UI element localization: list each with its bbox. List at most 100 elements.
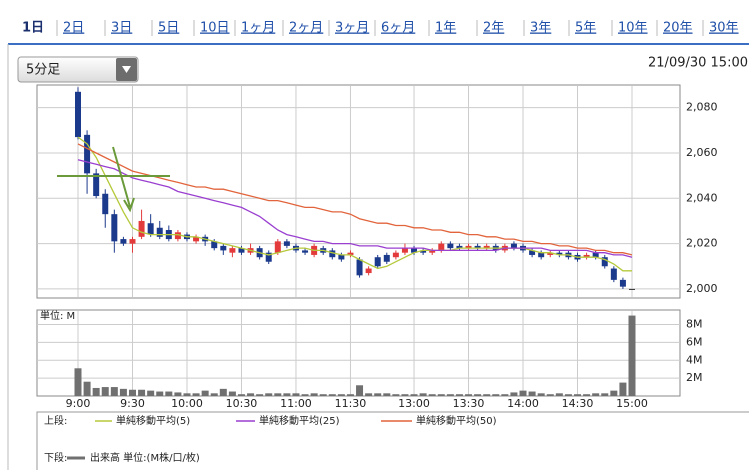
candle-body bbox=[383, 254, 390, 262]
candle-body bbox=[84, 134, 91, 174]
y-tick-label: 2,020 bbox=[686, 237, 718, 250]
interval-select[interactable]: 5分足 bbox=[17, 56, 139, 83]
candle-body bbox=[583, 254, 590, 258]
volume-bar bbox=[428, 394, 436, 396]
tab[interactable]: 2ヶ月 bbox=[289, 21, 323, 36]
legend-upper: 上段: bbox=[44, 414, 67, 427]
y-tick-label: 2M bbox=[686, 371, 703, 384]
volume-bar bbox=[546, 394, 554, 396]
volume-bar bbox=[192, 393, 200, 396]
tab[interactable]: 3年 bbox=[530, 21, 551, 36]
tab[interactable]: 1ヶ月 bbox=[241, 21, 275, 36]
y-tick-label: 2,040 bbox=[686, 191, 718, 204]
x-tick-label: 14:30 bbox=[562, 397, 594, 410]
volume-bar bbox=[356, 385, 364, 396]
tab[interactable]: 2年 bbox=[483, 21, 504, 36]
candle-body bbox=[529, 250, 536, 255]
select-arrow bbox=[122, 66, 131, 73]
candle-body bbox=[538, 252, 545, 258]
x-tick-label: 9:00 bbox=[66, 397, 91, 410]
candle-body bbox=[447, 243, 454, 249]
x-tick-label: 13:00 bbox=[398, 397, 430, 410]
volume-bar bbox=[419, 393, 427, 396]
candle-body bbox=[601, 257, 608, 267]
volume-bar bbox=[210, 393, 218, 396]
candle-body bbox=[629, 288, 635, 290]
candle-body bbox=[147, 223, 154, 235]
select-box[interactable] bbox=[17, 56, 139, 83]
volume-bar bbox=[319, 394, 327, 396]
tab[interactable]: 2日 bbox=[63, 21, 84, 36]
tab[interactable]: 1日 bbox=[22, 21, 44, 36]
candle-body bbox=[111, 214, 118, 242]
volume-bar bbox=[537, 393, 545, 396]
select-label[interactable]: 5分足 bbox=[26, 63, 60, 78]
candle-body bbox=[619, 279, 626, 287]
volume-bar bbox=[283, 393, 291, 396]
volume-bar bbox=[265, 393, 273, 396]
candle-body bbox=[193, 236, 200, 242]
candle-body bbox=[220, 245, 227, 251]
volume-bar bbox=[110, 387, 118, 396]
tab[interactable]: 20年 bbox=[663, 21, 693, 36]
tab[interactable]: 10年 bbox=[618, 21, 648, 36]
candle-body bbox=[347, 252, 354, 255]
ma-line bbox=[77, 159, 633, 258]
volume-bar bbox=[446, 394, 454, 396]
y-tick-label: 2,000 bbox=[686, 282, 718, 295]
volume-bar bbox=[410, 394, 418, 396]
legend-label: 単純移動平均(25) bbox=[259, 414, 340, 427]
candle-body bbox=[392, 252, 399, 258]
candle-body bbox=[338, 254, 345, 260]
volume-bar bbox=[392, 394, 400, 396]
candle-body bbox=[365, 268, 372, 274]
x-tick-label: 14:00 bbox=[507, 397, 539, 410]
annotation-arrow bbox=[112, 146, 135, 213]
candle-body bbox=[75, 91, 81, 138]
volume-bar bbox=[219, 388, 227, 396]
candle-body bbox=[274, 241, 281, 253]
candle-body bbox=[547, 252, 554, 255]
volume-bar bbox=[274, 393, 282, 396]
volume-bar bbox=[138, 389, 146, 396]
ma-line bbox=[77, 136, 632, 272]
candle-body bbox=[429, 250, 436, 253]
tab[interactable]: 10日 bbox=[200, 21, 230, 36]
x-tick-label: 10:00 bbox=[171, 397, 203, 410]
candle-body bbox=[138, 220, 145, 237]
x-tick-label: 9:30 bbox=[120, 397, 145, 410]
volume-bar bbox=[74, 368, 82, 396]
candle-body bbox=[510, 243, 517, 249]
tab[interactable]: 6ヶ月 bbox=[381, 21, 415, 36]
y-tick-label: 2,060 bbox=[686, 146, 718, 159]
candle-body bbox=[374, 257, 381, 267]
x-tick-label: 15:00 bbox=[616, 397, 648, 410]
tab[interactable]: 3日 bbox=[111, 21, 132, 36]
ma-line bbox=[77, 143, 633, 256]
volume-bar bbox=[292, 393, 300, 396]
y-tick-label: 8M bbox=[686, 318, 703, 331]
tab[interactable]: 1年 bbox=[435, 21, 456, 36]
volume-bar bbox=[165, 391, 173, 396]
volume-bar bbox=[474, 394, 482, 396]
volume-bar bbox=[237, 394, 245, 396]
volume-bar bbox=[374, 393, 382, 396]
volume-unit: 単位: M bbox=[40, 309, 75, 322]
volume-bar bbox=[256, 394, 264, 396]
volume-bar bbox=[501, 394, 509, 396]
volume-bar bbox=[510, 392, 518, 396]
volume-bar bbox=[492, 394, 500, 396]
candle-body bbox=[229, 248, 236, 253]
tab[interactable]: 5年 bbox=[575, 21, 596, 36]
volume-bar bbox=[628, 315, 636, 396]
tab[interactable]: 3ヶ月 bbox=[335, 21, 369, 36]
volume-bar bbox=[201, 390, 209, 396]
candle-body bbox=[302, 250, 309, 253]
volume-bar bbox=[555, 393, 563, 396]
tab[interactable]: 30年 bbox=[709, 21, 739, 36]
volume-bar bbox=[601, 393, 609, 396]
volume-bar bbox=[83, 381, 91, 396]
tab[interactable]: 5日 bbox=[158, 21, 179, 36]
volume-bar bbox=[528, 391, 536, 396]
